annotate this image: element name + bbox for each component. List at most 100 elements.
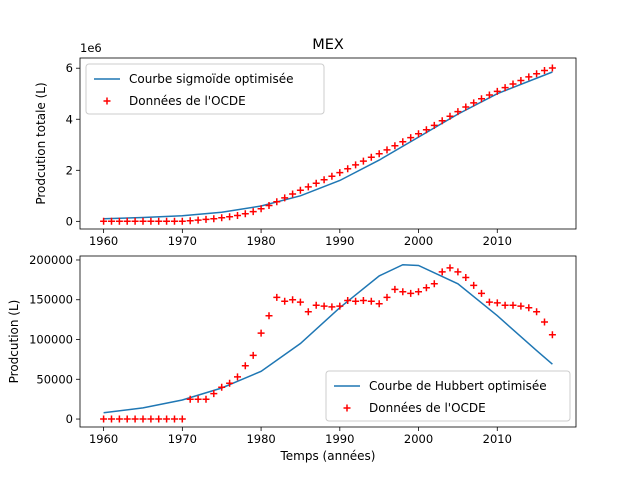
data-point: [257, 329, 265, 337]
data-point: [548, 331, 556, 339]
legend-label: Courbe sigmoïde optimisée: [129, 72, 294, 86]
data-point: [375, 150, 383, 158]
data-point: [533, 70, 541, 78]
legend: Courbe de Hubbert optimisée Données de l'…: [325, 370, 571, 422]
data-point: [108, 415, 115, 423]
x-tick-label: 1980: [246, 432, 275, 446]
data-point: [163, 217, 171, 225]
data-point: [517, 302, 525, 310]
data-point: [296, 298, 304, 306]
data-point: [139, 217, 147, 225]
data-point: [320, 302, 328, 310]
data-point: [352, 161, 360, 169]
data-point: [304, 183, 312, 191]
legend-box: [325, 370, 571, 422]
data-point: [446, 264, 454, 272]
legend-label: Courbe de Hubbert optimisée: [369, 379, 547, 393]
data-point: [210, 390, 218, 398]
data-point: [493, 299, 501, 307]
y-offset-label: 1e6: [80, 41, 102, 55]
data-point: [171, 415, 178, 423]
legend: Courbe sigmoïde optimisée Données de l'OC…: [85, 63, 325, 115]
data-point: [501, 301, 509, 309]
x-tick-label: 1960: [89, 432, 118, 446]
data-point: [415, 288, 422, 296]
x-tick-label: 1980: [246, 234, 275, 248]
legend-label: Données de l'OCDE: [129, 94, 246, 108]
data-point: [462, 103, 470, 111]
y-tick-label: 50000: [36, 372, 73, 386]
data-point: [462, 274, 470, 281]
data-point: [281, 297, 289, 305]
data-point: [509, 301, 517, 309]
x-axis-label: Temps (années): [280, 449, 376, 463]
data-point: [517, 77, 525, 84]
y-tick-label: 150000: [29, 293, 73, 307]
data-point: [115, 217, 123, 225]
data-point: [147, 217, 155, 225]
data-point: [336, 302, 344, 310]
y-axis-label: Prodcution totale (L): [34, 82, 48, 204]
data-point: [375, 300, 383, 308]
data-point: [194, 216, 202, 224]
data-point: [509, 80, 517, 88]
data-point: [131, 415, 139, 423]
data-point: [548, 64, 556, 72]
series-markers: [100, 64, 556, 225]
data-point: [485, 91, 493, 99]
data-point: [226, 379, 234, 387]
data-point: [383, 146, 391, 154]
data-point: [525, 73, 533, 81]
data-point: [422, 284, 430, 292]
data-point: [304, 308, 312, 316]
data-point: [281, 194, 289, 202]
data-point: [422, 126, 430, 134]
data-point: [470, 281, 478, 289]
x-tick-label: 2010: [483, 234, 512, 248]
data-point: [399, 138, 407, 146]
data-point: [147, 415, 155, 423]
data-point: [218, 214, 226, 222]
y-axis-label: Prodcution (L): [7, 300, 21, 384]
data-point: [186, 395, 194, 403]
data-point: [241, 362, 249, 370]
data-point: [171, 217, 178, 225]
data-point: [533, 308, 541, 316]
y-tick-label: 200000: [29, 253, 73, 267]
x-tick-label: 1970: [168, 432, 197, 446]
data-point: [359, 157, 367, 165]
series-line: [103, 71, 553, 220]
data-point: [367, 153, 375, 161]
data-point: [399, 288, 407, 296]
x-tick-label: 2010: [483, 432, 512, 446]
data-point: [541, 318, 548, 326]
legend-marker-swatch: [343, 404, 351, 412]
data-point: [100, 217, 108, 225]
data-point: [186, 217, 194, 225]
data-point: [218, 383, 226, 391]
data-point: [336, 169, 344, 177]
data-point: [359, 297, 367, 304]
data-point: [493, 87, 501, 95]
x-tick-label: 2000: [404, 234, 433, 248]
x-tick-label: 2000: [404, 432, 433, 446]
data-point: [249, 351, 257, 359]
data-point: [155, 415, 163, 423]
chart-total-production: 1960 1970 1980 1990 2000 2010 0 2 4 6 1e6 Prodcutio…: [34, 41, 577, 248]
data-point: [139, 415, 147, 423]
data-point: [391, 142, 399, 150]
data-point: [470, 99, 478, 107]
data-point: [123, 415, 131, 423]
data-point: [541, 67, 548, 74]
data-point: [454, 108, 462, 116]
data-point: [430, 121, 438, 129]
y-tick-label: 0: [66, 412, 73, 426]
chart-title: MEX: [312, 37, 344, 53]
data-point: [234, 373, 241, 381]
data-point: [178, 415, 186, 423]
y-tick-label: 2: [66, 163, 73, 177]
data-point: [194, 395, 202, 403]
data-point: [328, 172, 336, 180]
data-point: [485, 298, 493, 306]
